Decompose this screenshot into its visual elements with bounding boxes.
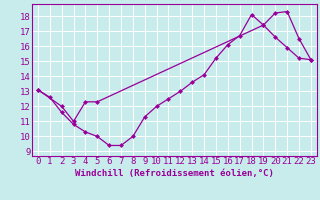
X-axis label: Windchill (Refroidissement éolien,°C): Windchill (Refroidissement éolien,°C) [75,169,274,178]
